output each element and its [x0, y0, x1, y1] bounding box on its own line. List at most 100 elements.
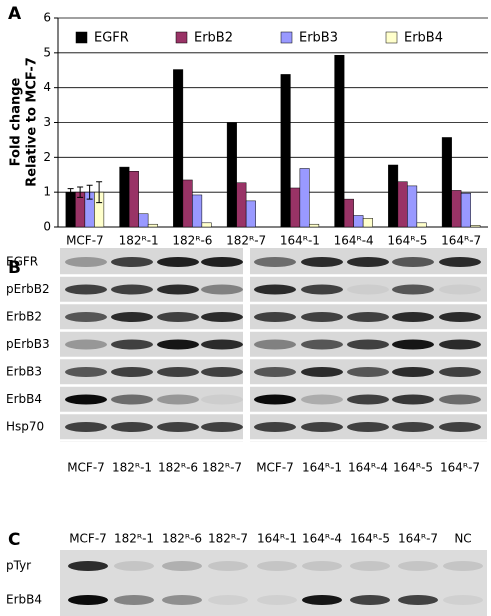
bar	[416, 222, 427, 228]
y-tick-label: 4	[43, 80, 51, 94]
lane-label: 164ᴿ-1	[257, 532, 297, 546]
legend-swatch	[280, 31, 293, 44]
bar	[441, 137, 452, 228]
bar	[290, 187, 301, 228]
y-tick-label: 6	[43, 11, 51, 25]
band	[157, 367, 199, 377]
bar	[173, 69, 184, 228]
band	[347, 394, 389, 405]
lane-label: 164ᴿ-4	[302, 532, 342, 546]
band	[114, 595, 154, 605]
bar	[460, 192, 471, 228]
bar	[407, 185, 418, 228]
band	[301, 312, 343, 322]
lane-label: 182ᴿ-6	[158, 461, 198, 475]
band	[392, 284, 434, 295]
band	[201, 312, 243, 322]
band	[347, 312, 389, 322]
lane-label: 164ᴿ-5	[393, 461, 433, 475]
band	[392, 312, 434, 322]
bar	[226, 122, 237, 228]
band	[208, 561, 248, 571]
lane-label: 164ᴿ-1	[302, 461, 342, 475]
bar	[119, 166, 130, 228]
lane-label: NC	[454, 532, 471, 546]
band	[301, 367, 343, 377]
band	[301, 394, 343, 405]
band	[347, 339, 389, 350]
row-label: pErbB3	[6, 337, 50, 351]
band	[347, 257, 389, 267]
lane-label: 182ᴿ-6	[162, 532, 202, 546]
bar	[470, 225, 481, 228]
bar	[388, 164, 399, 228]
bar	[451, 190, 462, 228]
error-bar	[77, 186, 84, 198]
bar	[65, 191, 76, 228]
x-tick-label: 164ᴿ-1	[280, 234, 320, 248]
band	[65, 422, 107, 432]
row-label: ErbB3	[6, 365, 42, 379]
band	[392, 422, 434, 432]
row-label: ErbB4	[6, 392, 42, 406]
legend-label: ErbB3	[299, 31, 338, 46]
band	[201, 339, 243, 350]
band	[201, 394, 243, 405]
band	[439, 257, 481, 267]
panel-label: B	[8, 258, 21, 278]
y-tick-label: 5	[43, 45, 51, 59]
x-tick-label: 182ᴿ-6	[172, 234, 212, 248]
band	[301, 257, 343, 267]
row-label: pErbB2	[6, 282, 50, 296]
band	[65, 394, 107, 405]
band	[257, 561, 297, 571]
band	[439, 312, 481, 322]
band	[398, 561, 438, 571]
bar	[138, 213, 149, 228]
y-tick-label: 0	[43, 220, 51, 234]
band	[114, 561, 154, 571]
band	[347, 284, 389, 295]
y-tick-label: 3	[43, 115, 51, 129]
band	[201, 422, 243, 432]
bar	[397, 181, 408, 228]
band	[254, 339, 296, 350]
x-tick-label: 164ᴿ-5	[387, 234, 427, 248]
band	[439, 367, 481, 377]
legend-swatch	[175, 31, 188, 44]
band	[111, 339, 153, 350]
band	[439, 284, 481, 295]
bar	[343, 198, 354, 228]
band	[157, 257, 199, 267]
y-axis-label: Fold change	[9, 77, 24, 166]
band	[439, 422, 481, 432]
band	[257, 595, 297, 605]
legend-label: ErbB4	[404, 31, 443, 46]
lane-label: 182ᴿ-1	[112, 461, 152, 475]
lane-label: 164ᴿ-4	[348, 461, 388, 475]
error-bar	[67, 188, 74, 197]
x-tick-label: 182ᴿ-7	[226, 234, 266, 248]
band	[347, 422, 389, 432]
band	[65, 284, 107, 295]
band	[347, 367, 389, 377]
band	[111, 312, 153, 322]
band	[254, 422, 296, 432]
legend-label: EGFR	[94, 31, 129, 46]
row-label: EGFR	[6, 255, 38, 269]
bar	[280, 74, 291, 228]
band	[157, 394, 199, 405]
lane-label: MCF-7	[67, 461, 105, 475]
lane-label: 164ᴿ-7	[440, 461, 480, 475]
legend-swatch	[75, 31, 88, 44]
row-label: pTyr	[6, 559, 31, 573]
band	[65, 312, 107, 322]
bar	[353, 215, 364, 228]
bar	[192, 194, 203, 228]
lane-label: 164ᴿ-7	[398, 532, 438, 546]
band	[201, 257, 243, 267]
band	[392, 339, 434, 350]
band	[443, 595, 483, 605]
band	[302, 595, 342, 605]
